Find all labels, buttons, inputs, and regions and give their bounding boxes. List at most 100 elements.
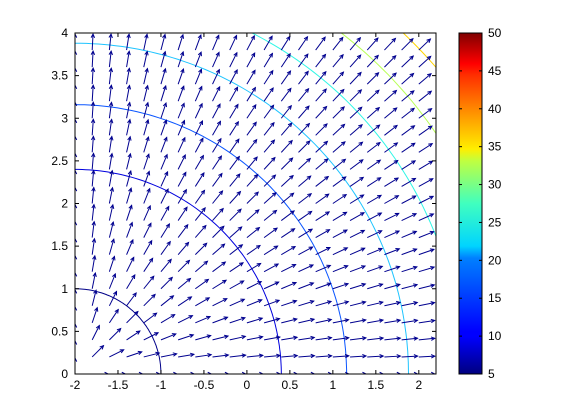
quiver-arrow: [281, 33, 282, 34]
quiver-arrow: [384, 177, 400, 187]
quiver-arrow: [177, 50, 185, 68]
y-tick-label: 2: [61, 197, 68, 211]
quiver-arrow: [212, 155, 223, 170]
quiver-arrow: [143, 371, 161, 374]
x-tick-label: -2: [70, 378, 81, 392]
quiver-arrow: [229, 226, 243, 238]
quiver-arrow: [367, 33, 368, 34]
colorbar-tick-label: 15: [488, 291, 502, 305]
quiver-arrow: [246, 103, 257, 119]
quiver-arrow: [246, 173, 259, 187]
quiver-arrow: [195, 334, 212, 341]
quiver-arrow: [315, 264, 332, 273]
quiver-arrow: [195, 33, 196, 34]
x-tick-label: 2: [415, 378, 422, 392]
quiver-arrow: [384, 318, 402, 324]
quiver-arrow: [126, 350, 143, 358]
quiver-arrow: [143, 153, 150, 170]
quiver-arrow: [281, 264, 297, 273]
y-tick-label: 3: [61, 111, 68, 125]
quiver-arrow: [418, 33, 420, 34]
quiver-arrow: [349, 194, 365, 204]
quiver-arrow: [246, 69, 256, 85]
quiver-arrow: [246, 262, 262, 273]
quiver-arrow: [349, 159, 364, 170]
quiver-arrow: [143, 170, 151, 187]
quiver-arrow: [263, 156, 276, 170]
quiver-arrow: [263, 281, 280, 290]
quiver-arrow: [91, 186, 96, 204]
quiver-arrow: [160, 50, 167, 68]
quiver-arrow: [298, 53, 309, 68]
quiver-arrow: [178, 371, 196, 374]
quiver-arrow: [194, 85, 203, 102]
x-tick-label: 1.5: [367, 378, 384, 392]
quiver-arrow: [177, 315, 194, 324]
quiver-arrow: [108, 50, 113, 68]
quiver-arrow: [384, 265, 401, 273]
quiver-arrow: [384, 37, 397, 51]
quiver-arrow: [246, 156, 258, 170]
quiver-arrow: [177, 296, 193, 307]
quiver-arrow: [332, 106, 345, 119]
quiver-arrow: [264, 353, 282, 358]
x-tick-label: -0.5: [194, 378, 215, 392]
quiver-arrow: [367, 336, 385, 341]
quiver-arrow: [246, 353, 264, 358]
quiver-arrow: [349, 89, 363, 102]
quiver-arrow: [229, 316, 246, 324]
quiver-arrow: [350, 353, 368, 359]
colorbar-tick-label: 20: [488, 253, 502, 267]
quiver-arrow: [332, 88, 345, 102]
quiver-arrow: [75, 203, 78, 221]
quiver-arrow: [194, 102, 203, 119]
quiver-arrow: [229, 155, 241, 170]
quiver-arrow: [263, 104, 275, 119]
quiver-arrow: [418, 125, 433, 136]
quiver-arrow: [315, 193, 330, 204]
quiver-arrow: [366, 177, 382, 187]
colorbar-tick-label: 10: [488, 329, 502, 343]
quiver-arrow: [298, 105, 310, 119]
quiver-arrow: [108, 255, 116, 272]
quiver-arrow: [418, 336, 436, 341]
quiver-arrow: [366, 124, 381, 136]
quiver-arrow: [246, 317, 264, 324]
quiver-arrow: [315, 123, 328, 136]
quiver-arrow: [349, 212, 365, 221]
quiver-arrow: [229, 173, 241, 187]
quiver-arrow: [108, 135, 114, 153]
quiver-arrow: [75, 152, 78, 170]
quiver-arrow: [143, 293, 156, 307]
quiver-arrow: [212, 68, 220, 85]
quiver-arrow: [280, 210, 296, 221]
quiver-arrow: [108, 186, 115, 204]
quiver-arrow: [143, 33, 149, 51]
quiver-arrow: [280, 192, 295, 204]
quiver-arrow: [126, 371, 144, 374]
quiver-arrow: [229, 34, 238, 51]
quiver-arrow: [229, 298, 246, 307]
quiver-arrow: [280, 52, 291, 68]
quiver-arrow: [108, 101, 114, 119]
quiver-arrow: [332, 336, 350, 341]
quiver-arrow: [91, 271, 97, 289]
quiver-arrow: [384, 124, 398, 136]
x-tick-label: -1: [156, 378, 167, 392]
quiver-arrow: [126, 152, 132, 170]
x-tick-label: 0.5: [282, 378, 299, 392]
quiver-arrow: [418, 73, 432, 85]
quiver-arrow: [418, 90, 433, 102]
quiver-arrow: [75, 186, 78, 204]
quiver-arrow: [332, 264, 349, 273]
plot-axes: -2 -1.5 -1 -0.5 0 0.5 1 1.5 2 0 0.5 1 1.5 2 2.5 3 3.5 4: [51, 26, 437, 392]
colorbar-tick-label: 30: [488, 178, 502, 192]
quiver-arrow: [177, 136, 186, 153]
quiver-arrow: [332, 71, 345, 85]
quiver-arrow: [126, 292, 137, 307]
quiver-arrow: [418, 38, 432, 51]
quiver-arrow: [75, 288, 78, 306]
quiver-arrow: [349, 106, 363, 119]
quiver-arrow: [108, 33, 113, 51]
quiver-arrow: [401, 230, 418, 239]
